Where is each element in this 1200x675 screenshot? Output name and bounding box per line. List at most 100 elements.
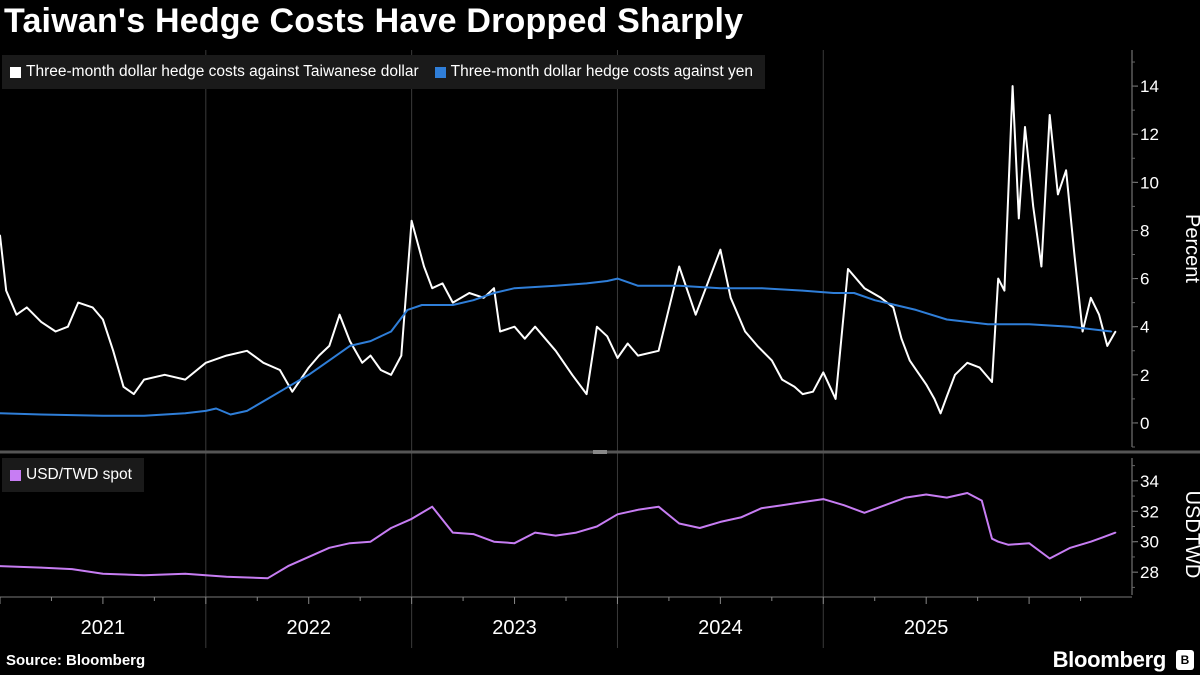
top-series-1-point — [915, 309, 917, 311]
top-series-line-0 — [0, 85, 1117, 415]
bottom-series-0-point — [781, 504, 783, 506]
top-series-0-point — [410, 220, 413, 222]
legend-label-twd: Three-month dollar hedge costs against T… — [26, 63, 419, 80]
bottom-series-0-point — [884, 504, 886, 506]
top-series-0-point — [77, 301, 80, 304]
top-series-1-point — [143, 414, 145, 417]
top-series-0-point — [328, 345, 331, 347]
top-series-1-point — [229, 413, 232, 416]
x-tick-label-2022: 2022 — [286, 617, 331, 639]
legend-label-usdtwd: USD/TWD spot — [26, 466, 132, 483]
top-series-0-point — [606, 335, 608, 338]
top-series-0-point — [1090, 297, 1092, 299]
top-series-0-point — [863, 287, 866, 290]
top-series-1-point — [987, 323, 989, 326]
bottom-series-0-point — [390, 527, 392, 529]
bottom-series-0-point — [71, 568, 73, 570]
top-legend: Three-month dollar hedge costs against T… — [2, 55, 766, 89]
top-ytick-label-3: 6 — [1140, 270, 1149, 289]
top-series-0-point — [0, 234, 1, 237]
bottom-series-0-point — [287, 565, 289, 567]
top-series-0-point — [112, 349, 114, 352]
top-series-0-point — [262, 361, 265, 364]
top-series-0-point — [361, 361, 364, 364]
top-series-0-point — [793, 386, 796, 388]
top-series-0-point — [694, 313, 697, 316]
x-tick-label-2023: 2023 — [492, 617, 537, 639]
top-series-1-point — [205, 410, 207, 412]
bottom-series-0-point — [328, 547, 331, 549]
top-series-0-point — [499, 330, 501, 333]
bottom-series-0-point — [102, 572, 104, 575]
bottom-series-0-point — [513, 542, 516, 545]
bottom-series-0-point — [534, 531, 536, 534]
top-series-0-point — [744, 330, 746, 333]
top-series-0-point — [991, 381, 993, 383]
bloomberg-logo: Bloomberg — [1052, 647, 1167, 672]
bottom-series-0-point — [40, 566, 42, 569]
top-series-0-point — [25, 306, 28, 309]
bottom-legend: USD/TWD spot — [2, 458, 144, 492]
top-series-1-point — [472, 299, 475, 302]
top-series-1-point — [184, 412, 187, 415]
bloomberg-terminal-icon: B — [1176, 650, 1194, 670]
top-series-0-point — [719, 248, 722, 251]
top-series-0-point — [1098, 313, 1100, 316]
bottom-series-0-point — [452, 531, 454, 534]
top-series-0-point — [307, 366, 310, 369]
top-series-0-point — [1081, 330, 1084, 333]
top-series-0-point — [978, 366, 981, 369]
legend-item-usdtwd: USD/TWD spot — [10, 466, 132, 484]
top-series-0-point — [1065, 169, 1067, 172]
bottom-series-0-point — [698, 527, 701, 529]
top-series-0-point — [132, 393, 135, 395]
top-series-0-point — [163, 374, 166, 376]
legend-swatch-twd — [10, 66, 21, 78]
top-series-1-point — [349, 345, 351, 347]
top-series-1-point — [328, 359, 331, 362]
top-series-1-point — [390, 330, 392, 333]
top-series-1-point — [606, 280, 608, 282]
bottom-series-0-point — [1102, 536, 1104, 538]
top-series-0-point — [771, 359, 773, 362]
bottom-series-0-point — [657, 505, 660, 508]
top-series-0-point — [554, 349, 557, 352]
panel-resize-handle — [593, 450, 607, 454]
source-note: Source: Bloomberg — [6, 652, 146, 669]
top-series-0-point — [390, 374, 392, 376]
bottom-series-0-point — [822, 498, 825, 500]
top-series-0-point — [908, 359, 911, 362]
bottom-series-0-point — [801, 501, 804, 503]
top-series-0-point — [67, 325, 69, 328]
bottom-series-0-point — [349, 542, 351, 545]
top-series-0-point — [338, 313, 341, 316]
top-series-0-point — [349, 340, 351, 342]
top-series-0-point — [1057, 193, 1059, 196]
chart-title: Taiwan's Hedge Costs Have Dropped Sharpl… — [4, 2, 744, 40]
bottom-series-0-point — [1007, 543, 1010, 546]
bottom-series-0-point — [554, 534, 557, 537]
top-series-0-point — [571, 374, 573, 376]
top-series-0-point — [945, 395, 948, 398]
bottom-series-0-point — [1048, 557, 1051, 560]
top-series-0-point — [441, 282, 444, 285]
bottom-series-0-point — [980, 499, 983, 502]
top-ytick-label-4: 8 — [1140, 221, 1149, 240]
top-series-0-point — [1073, 253, 1076, 256]
top-series-0-point — [534, 325, 536, 328]
top-series-1-point — [894, 304, 897, 306]
top-series-1-point — [678, 284, 680, 287]
top-series-0-point — [847, 268, 849, 270]
bottom-series-0-point — [966, 492, 969, 494]
top-series-0-point — [143, 378, 145, 381]
top-series-0-point — [423, 265, 425, 268]
bottom-series-line-0 — [0, 492, 1116, 580]
bottom-series-0-point — [575, 531, 578, 534]
top-series-0-point — [1003, 289, 1006, 292]
top-series-0-point — [1018, 217, 1020, 220]
top-series-0-point — [880, 297, 882, 299]
top-series-1-point — [307, 374, 310, 376]
top-ytick-label-6: 12 — [1140, 125, 1159, 144]
bottom-ylabel: USDTWD — [1181, 491, 1200, 579]
legend-item-yen-hedge: Three-month dollar hedge costs against y… — [434, 63, 753, 81]
